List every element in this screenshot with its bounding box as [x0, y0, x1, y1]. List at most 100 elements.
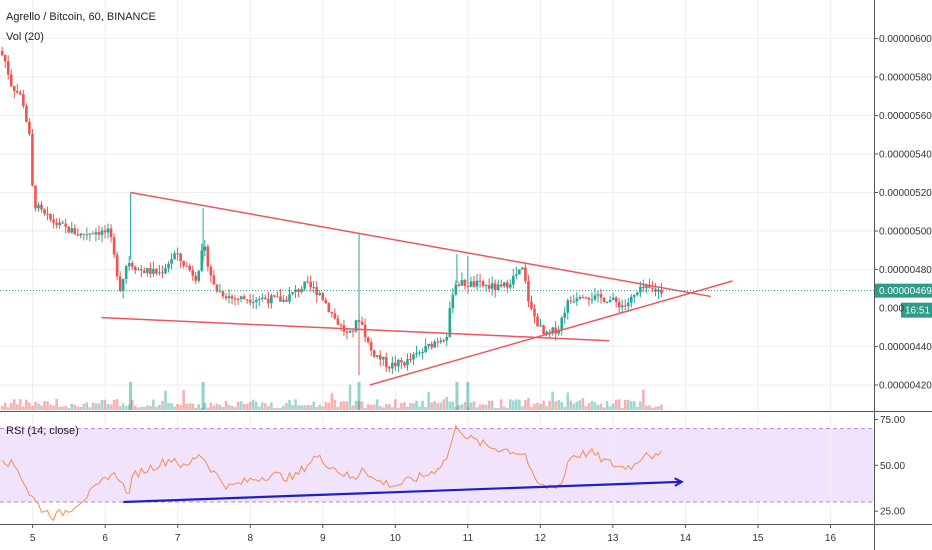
volume-bar-77 [233, 407, 237, 410]
candle-body-216 [654, 288, 657, 292]
volume-bar-117 [354, 400, 358, 410]
candle-189 [572, 294, 576, 304]
candle-body-186 [563, 312, 567, 318]
candle-67 [203, 239, 207, 257]
volume-bar-212 [642, 389, 645, 410]
candle-body-175 [530, 301, 533, 309]
candle-body-31 [94, 232, 98, 235]
candle-body-131 [397, 359, 400, 367]
volume-bar-86 [260, 402, 264, 410]
candle-79 [239, 295, 243, 303]
candle-17 [52, 214, 55, 229]
volume-bar-17 [52, 405, 55, 410]
volume-bar-12 [37, 403, 40, 410]
volume-bar-139 [421, 400, 424, 410]
candle-54 [164, 263, 167, 275]
candle-body-117 [354, 320, 358, 332]
volume-bar-102 [309, 405, 312, 410]
candle-body-214 [648, 285, 651, 288]
volume-bar-159 [481, 404, 485, 410]
candle-body-87 [264, 297, 267, 300]
trendline-lower-support [101, 316, 610, 342]
volume-bar-100 [303, 405, 306, 410]
rsi-tick-label-1: 50.00 [880, 461, 905, 472]
candle-body-24 [73, 228, 77, 235]
volume-bar-76 [230, 405, 234, 410]
candle-143 [433, 339, 436, 348]
candle-body-57 [173, 253, 176, 260]
volume-bar-29 [88, 407, 92, 410]
candle-body-74 [224, 296, 228, 299]
candle-99 [300, 285, 303, 294]
candle-89 [270, 293, 273, 309]
candle-body-98 [297, 289, 300, 292]
candle-body-145 [439, 340, 443, 342]
candle-80 [242, 294, 246, 300]
candle-199 [602, 296, 606, 304]
candle-142 [430, 341, 433, 350]
volume-bar-43 [130, 399, 134, 410]
candle-216 [654, 282, 657, 297]
candle-body-159 [481, 281, 485, 286]
candle-body-128 [388, 367, 391, 369]
candle-49 [149, 262, 152, 278]
candle-130 [394, 355, 397, 372]
candle-108 [327, 301, 331, 313]
candle-body-99 [300, 288, 303, 292]
candle-101 [306, 275, 309, 284]
candle-16 [49, 213, 52, 222]
candle-25 [76, 228, 80, 237]
volume-bar-101 [306, 404, 309, 410]
candle-body-121 [366, 337, 370, 343]
candle-body-8 [25, 105, 28, 122]
volume-bar-39 [118, 406, 122, 410]
candle-217 [657, 287, 660, 299]
volume-bar-169 [512, 400, 515, 410]
candle-body-40 [121, 278, 125, 291]
candle-body-97 [294, 289, 297, 293]
volume-bar-190 [575, 401, 579, 410]
trendline-rising-support [369, 280, 733, 386]
volume-bar-75 [227, 404, 231, 410]
candle-body-56 [170, 259, 173, 264]
candle-168 [508, 279, 512, 290]
volume-bar-107 [324, 401, 328, 410]
candle-body-61 [185, 265, 188, 267]
rsi-tick-label-2: 25.00 [880, 507, 905, 518]
volume-bar-137 [415, 400, 418, 410]
volume-bar-165 [499, 399, 503, 410]
price-tick-label-7: 0.00000440 [879, 342, 932, 353]
candle-body-35 [106, 228, 110, 233]
volume-bar-53 [161, 400, 164, 410]
candle-body-42 [127, 263, 131, 267]
candle-body-69 [209, 266, 213, 276]
volume-bar-99 [300, 405, 303, 410]
volume-bar-183 [554, 401, 557, 410]
volume-bar-218 [660, 404, 663, 410]
volume-bar-164 [496, 407, 500, 410]
candle-112 [339, 323, 343, 332]
volume-bar-135 [409, 402, 412, 410]
candle-body-71 [215, 284, 219, 292]
candle-133 [403, 361, 406, 368]
candle-103 [312, 280, 316, 294]
candle-body-119 [360, 321, 364, 325]
candle-body-11 [34, 185, 37, 209]
candle-2 [6, 55, 10, 80]
volume-bar-69 [209, 402, 213, 410]
candle-body-77 [233, 298, 237, 300]
time-tick-label-9: 14 [680, 533, 692, 544]
candle-178 [539, 319, 542, 327]
candle-3 [9, 69, 13, 88]
candle-139 [421, 348, 424, 360]
candle-body-47 [143, 270, 146, 273]
volume-bar-163 [493, 407, 497, 410]
volume-bar-197 [596, 405, 600, 410]
candle-body-36 [109, 228, 113, 238]
volume-bar-140 [424, 406, 427, 410]
candle-body-101 [306, 281, 309, 283]
candle-body-194 [587, 297, 591, 300]
candle-43 [130, 260, 134, 271]
volume-bar-94 [285, 402, 288, 410]
